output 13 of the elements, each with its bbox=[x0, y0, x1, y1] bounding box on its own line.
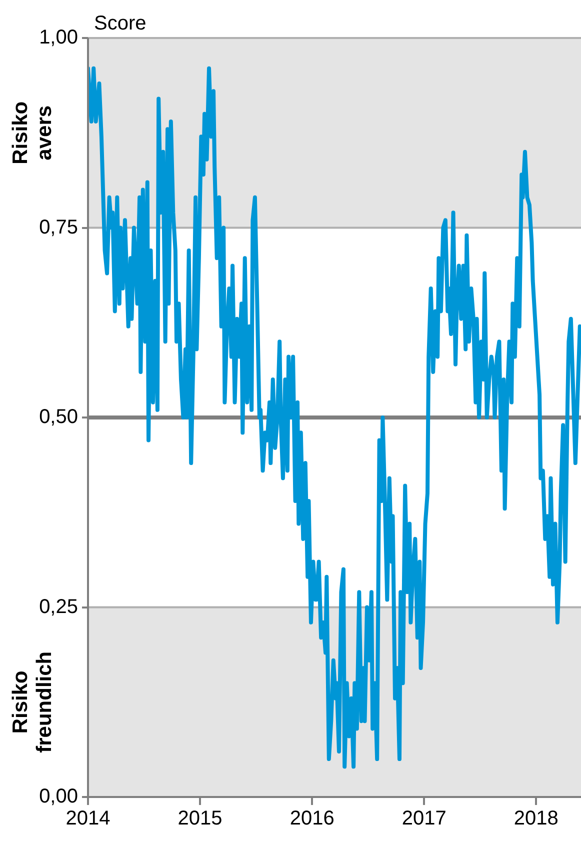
y-tick-label: 0,00 bbox=[39, 786, 78, 808]
band-label: Risiko freundlich bbox=[8, 651, 56, 753]
x-tick-label: 2017 bbox=[402, 808, 446, 830]
band-label: Risiko avers bbox=[8, 101, 56, 164]
y-tick-label: 0,25 bbox=[39, 596, 78, 618]
x-tick-label: 2015 bbox=[178, 808, 222, 830]
y-axis-title: Score bbox=[94, 12, 146, 35]
x-tick-label: 2018 bbox=[514, 808, 558, 830]
y-tick-label: 1,00 bbox=[39, 26, 78, 49]
y-tick-label: 0,75 bbox=[39, 216, 78, 238]
x-tick-label: 2014 bbox=[66, 808, 110, 830]
y-tick-label: 0,50 bbox=[39, 406, 78, 428]
x-tick-label: 2016 bbox=[290, 808, 334, 830]
